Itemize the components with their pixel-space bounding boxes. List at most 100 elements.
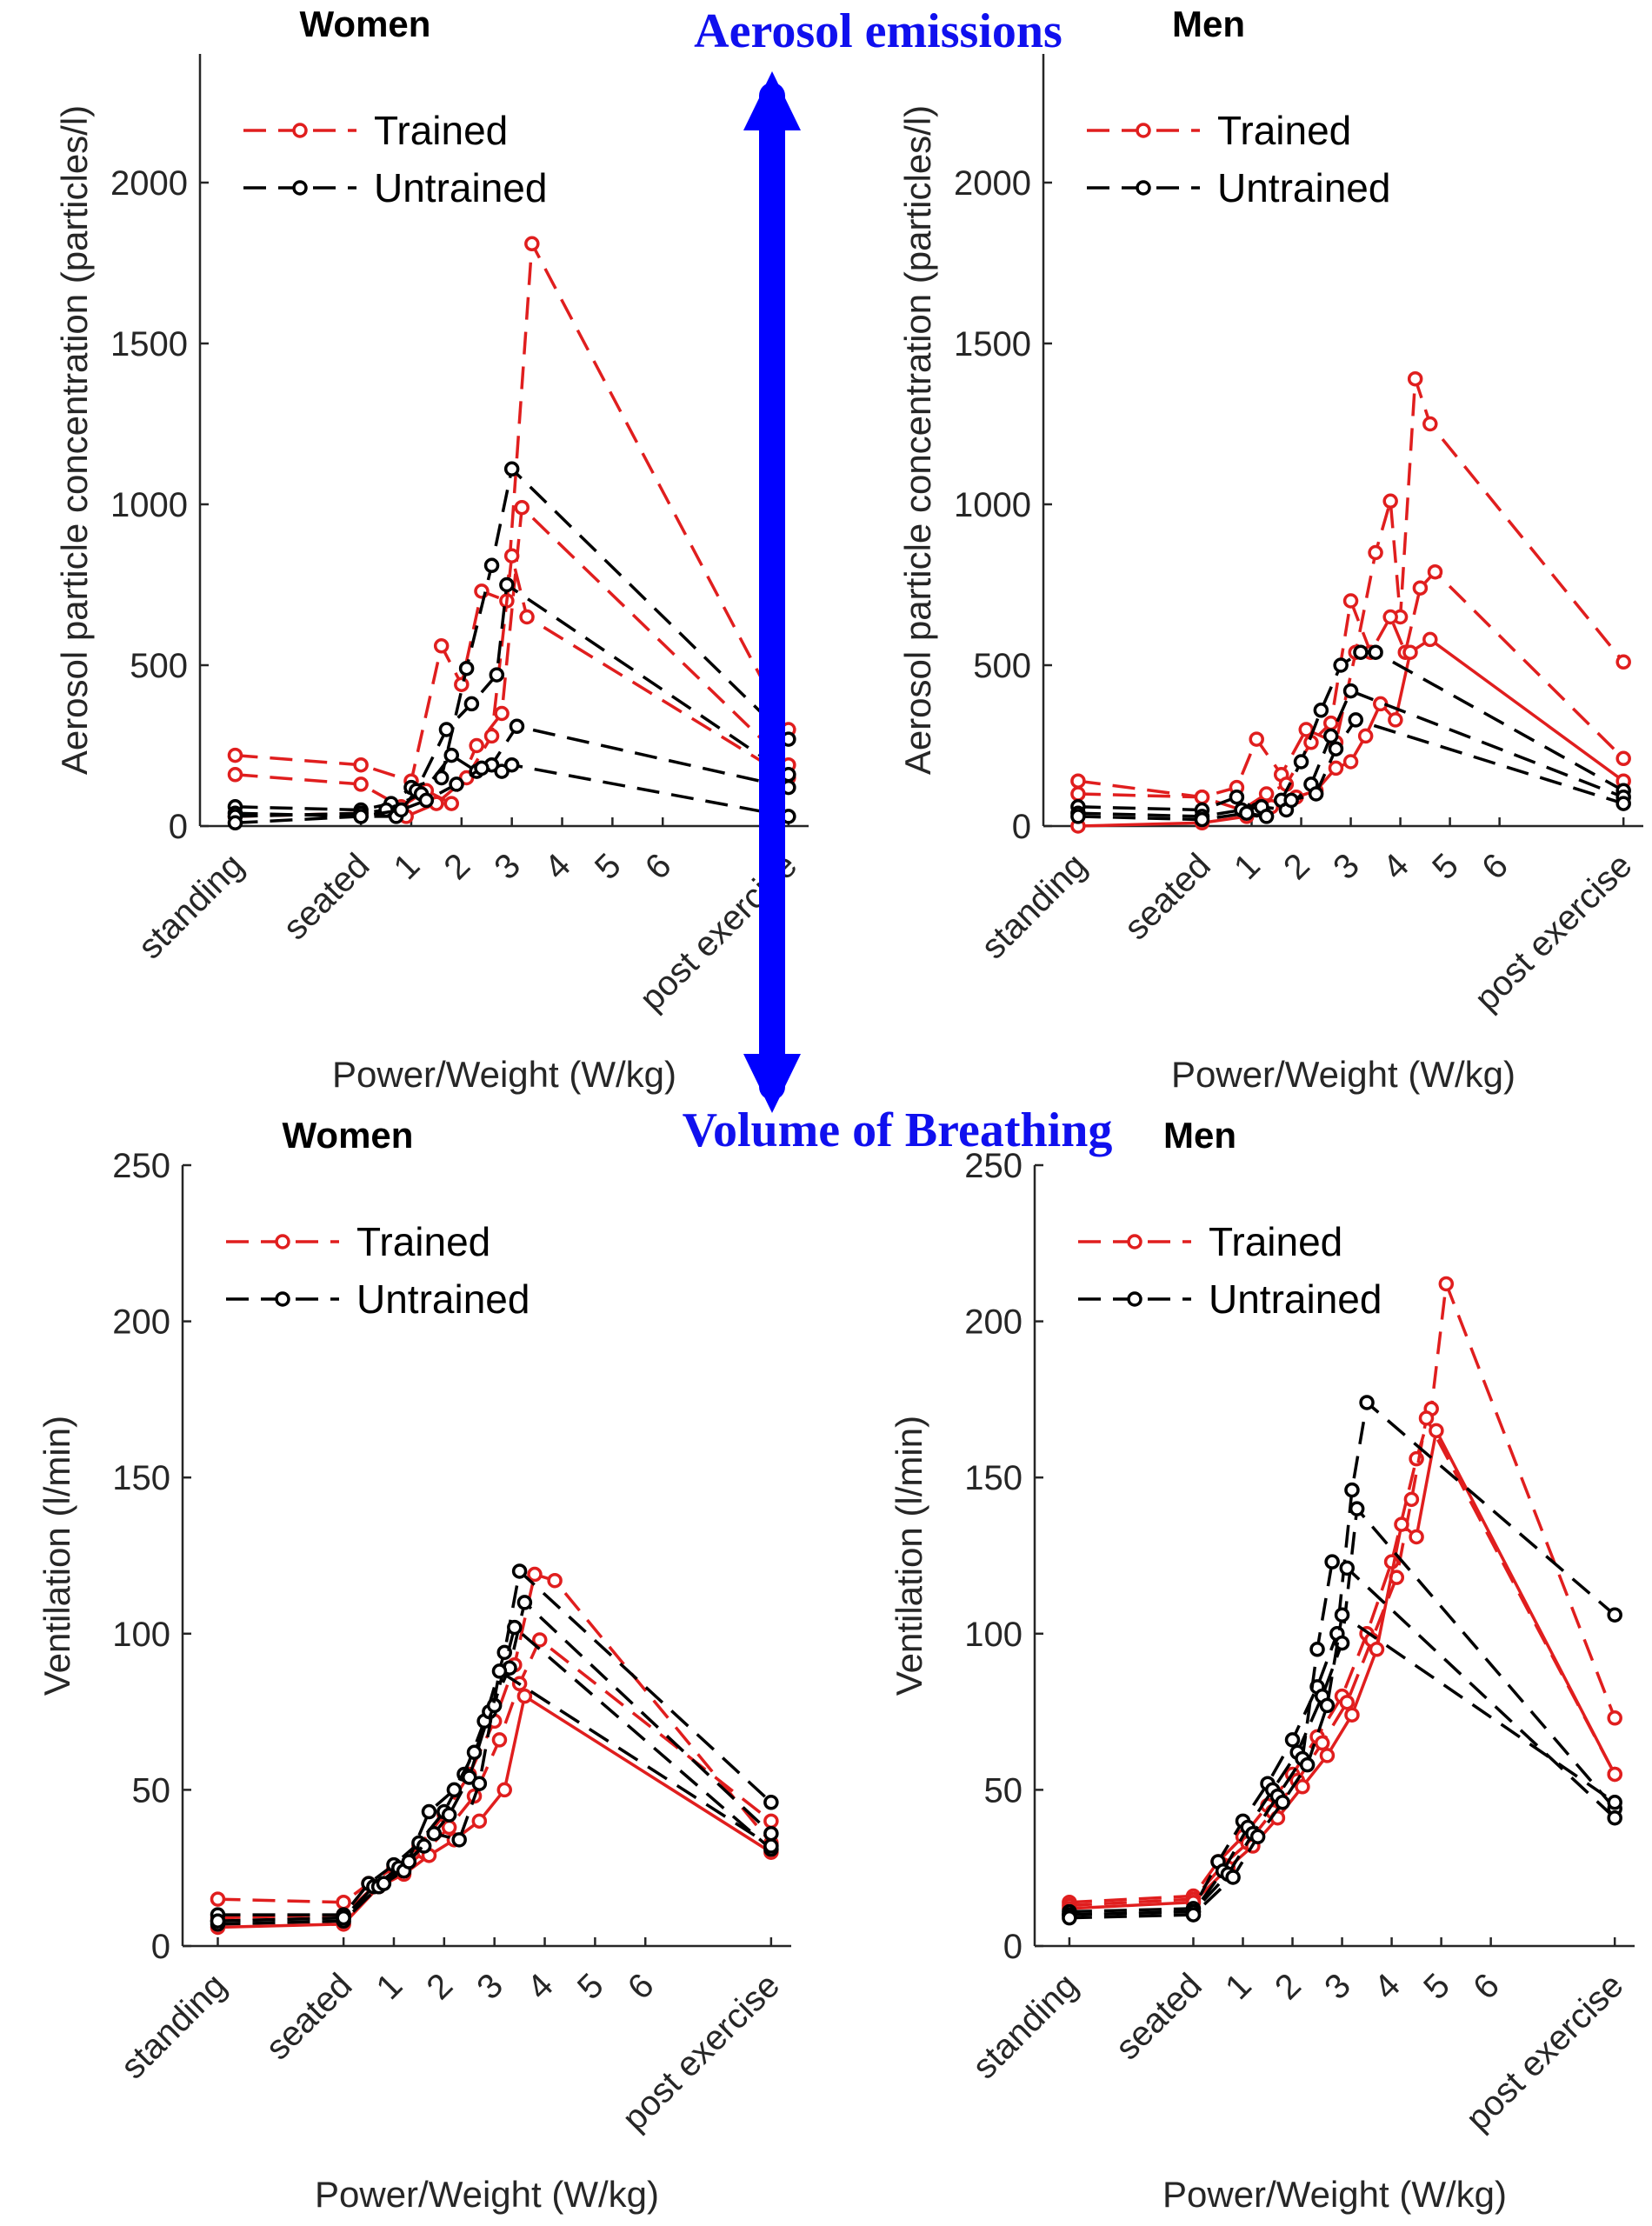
arrow-head-up xyxy=(743,71,801,130)
x-tick-label: 3 xyxy=(1317,1966,1358,2007)
x-tick-label: 5 xyxy=(570,1966,611,2007)
x-tick-label: 2 xyxy=(436,846,477,887)
data-point-untrained xyxy=(1275,1795,1290,1810)
y-tick-label: 0 xyxy=(169,808,188,846)
legend-label: Untrained xyxy=(1217,165,1390,210)
x-tick-label: 4 xyxy=(520,1966,561,2007)
legend-label: Trained xyxy=(1217,108,1351,153)
data-point-trained xyxy=(1344,1707,1360,1723)
data-point-untrained xyxy=(474,760,490,776)
y-axis-label: Aerosol particle concentration (particle… xyxy=(54,105,95,775)
legend-label: Trained xyxy=(356,1219,490,1264)
data-point-trained xyxy=(494,705,510,722)
data-point-trained xyxy=(454,676,470,692)
data-point-trained xyxy=(1422,416,1438,432)
data-point-untrained xyxy=(1368,644,1383,660)
panel-title: Women xyxy=(283,1115,414,1156)
data-point-trained xyxy=(1418,1410,1435,1426)
y-tick-label: 100 xyxy=(964,1616,1023,1654)
data-point-trained xyxy=(1607,1710,1622,1726)
x-tick-label: 2 xyxy=(1276,846,1317,887)
data-point-trained xyxy=(1194,789,1210,805)
x-tick-label: seated xyxy=(258,1966,359,2067)
y-tick-label: 1000 xyxy=(110,486,188,524)
y-tick-label: 1500 xyxy=(954,325,1031,363)
x-tick-label: standing xyxy=(974,846,1094,966)
series-line-trained xyxy=(235,238,790,783)
data-point-untrained xyxy=(418,792,435,809)
legend-swatch-marker xyxy=(1127,1234,1142,1250)
data-point-untrained xyxy=(1293,754,1309,770)
data-point-trained xyxy=(1369,1642,1385,1657)
data-point-untrained xyxy=(1348,712,1364,728)
data-point-trained xyxy=(1422,631,1438,648)
double-arrow xyxy=(743,71,801,1113)
legend-label: Untrained xyxy=(1209,1276,1382,1322)
data-point-untrained xyxy=(1342,683,1359,699)
data-point-untrained xyxy=(1229,789,1245,805)
data-point-untrained xyxy=(471,1776,488,1791)
y-tick-label: 2000 xyxy=(954,164,1031,203)
x-tick-label: 4 xyxy=(537,846,578,887)
data-point-trained xyxy=(1070,786,1086,802)
data-point-trained xyxy=(1409,1529,1424,1545)
data-point-untrained xyxy=(443,747,460,763)
data-point-untrained xyxy=(449,776,464,792)
data-point-untrained xyxy=(1607,1795,1622,1810)
data-point-trained xyxy=(210,1891,226,1907)
data-point-trained xyxy=(1258,786,1275,802)
data-point-untrained xyxy=(353,809,369,824)
series-line-untrained xyxy=(1077,650,1625,812)
data-point-untrained xyxy=(1299,1756,1316,1773)
data-point-trained xyxy=(763,1813,779,1829)
x-tick-label: 5 xyxy=(588,846,629,887)
data-point-untrained xyxy=(421,1803,437,1820)
data-point-untrained xyxy=(511,1563,528,1579)
data-point-untrained xyxy=(1333,657,1349,673)
series-line-untrained xyxy=(1069,1504,1616,1916)
data-point-trained xyxy=(227,747,243,763)
legend-swatch-marker xyxy=(275,1234,290,1250)
data-point-untrained xyxy=(227,815,243,831)
data-point-trained xyxy=(516,1688,533,1704)
x-axis-label: Power/Weight (W/kg) xyxy=(1171,1054,1515,1095)
x-tick-label: 1 xyxy=(1227,846,1268,887)
data-point-untrained xyxy=(376,1876,392,1891)
data-point-trained xyxy=(1339,1695,1356,1710)
data-point-trained xyxy=(1407,370,1423,387)
data-point-untrained xyxy=(426,1825,443,1842)
legend-swatch-marker xyxy=(1136,180,1151,196)
y-tick-label: 500 xyxy=(130,647,188,685)
data-point-trained xyxy=(353,756,369,773)
data-point-untrained xyxy=(491,1663,508,1679)
data-point-trained xyxy=(1342,754,1359,770)
data-point-trained xyxy=(1328,760,1344,776)
y-tick-label: 200 xyxy=(964,1303,1023,1342)
data-point-untrained xyxy=(1309,1642,1325,1657)
data-point-untrained xyxy=(503,461,520,477)
x-tick-label: seated xyxy=(1117,846,1218,947)
series-line-untrained xyxy=(217,1599,773,1923)
series-line-untrained xyxy=(1077,717,1624,822)
data-point-untrained xyxy=(1284,1732,1301,1748)
data-point-trained xyxy=(1402,644,1418,660)
y-tick-label: 50 xyxy=(984,1771,1023,1809)
series-line-untrained xyxy=(1069,1612,1616,1920)
x-tick-label: 1 xyxy=(1218,1966,1259,2007)
series-line-trained xyxy=(217,1693,772,1929)
y-tick-label: 150 xyxy=(964,1459,1023,1497)
data-point-untrained xyxy=(466,1744,483,1761)
legend-swatch-marker xyxy=(1136,123,1151,138)
legend-label: Trained xyxy=(374,108,508,153)
data-point-trained xyxy=(336,1894,351,1910)
x-tick-label: 1 xyxy=(386,846,427,887)
data-point-trained xyxy=(527,1566,543,1583)
series-line-untrained xyxy=(1069,1399,1616,1914)
series-line-trained xyxy=(1069,1413,1616,1908)
data-point-trained xyxy=(469,737,484,754)
data-point-trained xyxy=(1295,1779,1310,1795)
data-point-untrained xyxy=(441,1807,457,1823)
y-tick-label: 2000 xyxy=(110,164,188,203)
